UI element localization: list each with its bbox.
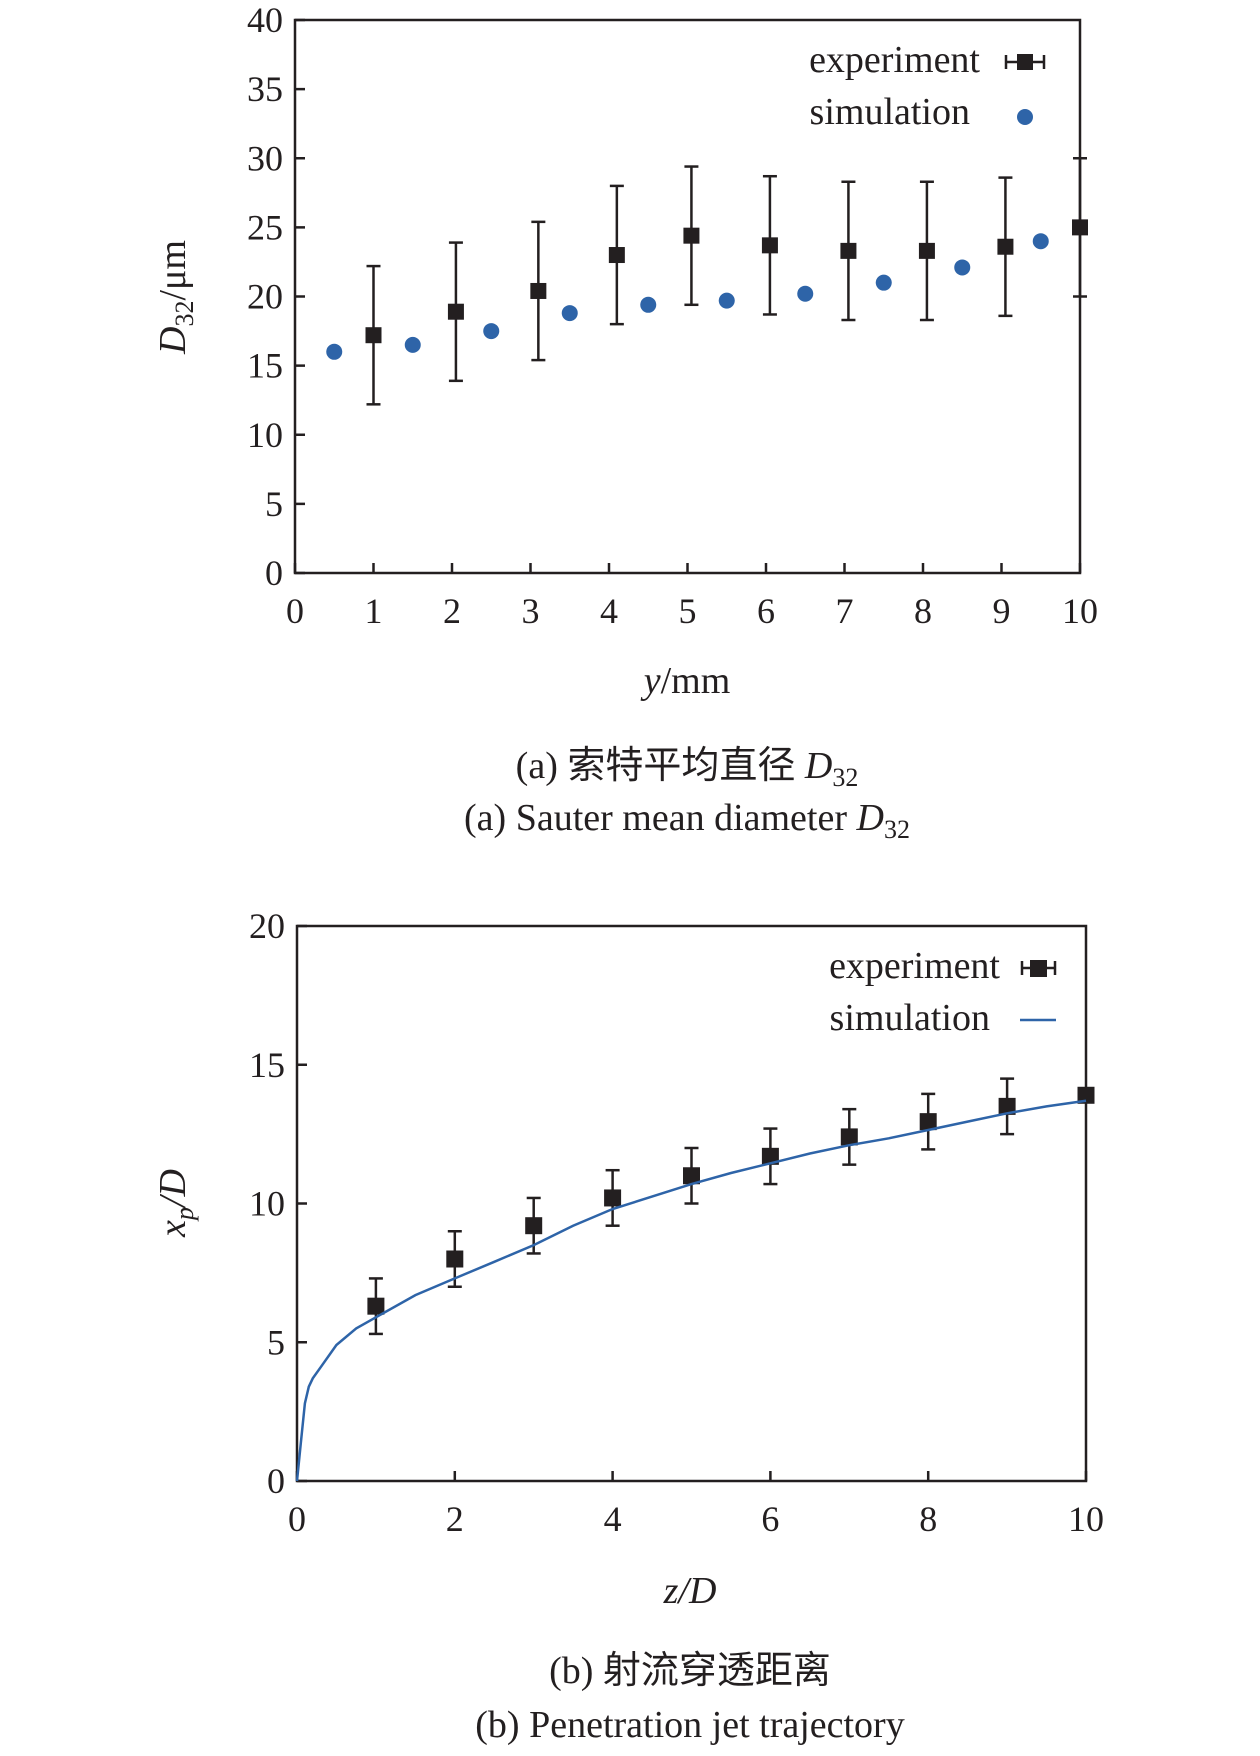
simulation-point <box>404 336 421 353</box>
data-marks-a <box>326 157 1088 406</box>
legend-a: experiment simulation <box>809 39 1046 133</box>
y-tick-label: 20 <box>247 277 283 317</box>
simulation-point <box>797 285 814 302</box>
x-axis-label-a: y/mm <box>640 660 731 702</box>
y-tick-label: 5 <box>267 1322 285 1362</box>
x-tick-label: 3 <box>522 591 540 631</box>
x-tick-label: 0 <box>286 591 304 631</box>
experiment-point <box>446 1250 464 1268</box>
experiment-point <box>998 1097 1016 1115</box>
simulation-line <box>295 1099 1087 1482</box>
experiment-point <box>919 1113 937 1131</box>
x-tick-label: 2 <box>443 591 461 631</box>
experiment-point <box>365 327 382 344</box>
x-tick-label: 6 <box>757 591 775 631</box>
x-tick-label: 10 <box>1062 591 1098 631</box>
legend-label-experiment: experiment <box>829 945 1000 987</box>
y-tick-label: 35 <box>247 69 283 109</box>
simulation-point <box>875 274 892 291</box>
y-axis-label-b: xp/D <box>152 1169 199 1238</box>
caption-a-en: (a) Sauter mean diameter D32 <box>464 797 910 844</box>
experiment-point <box>918 242 935 259</box>
x-tick-label: 1 <box>365 591 383 631</box>
panel-b: 0 5 10 15 20 0 2 4 6 8 10 experiment simulation x… <box>152 906 1104 1746</box>
y-tick-label: 40 <box>247 0 283 40</box>
experiment-point <box>447 303 464 320</box>
panel-a: 0 5 10 15 20 25 30 35 40 0 1 2 3 4 5 6 7 8 9 10 experiment… <box>152 0 1098 844</box>
experiment-point <box>525 1217 543 1235</box>
y-tick-label: 0 <box>265 553 283 593</box>
x-tick-label: 4 <box>604 1499 622 1539</box>
legend-marker-experiment <box>1017 54 1033 70</box>
y-tick-label: 20 <box>249 906 285 946</box>
legend-label-simulation: simulation <box>830 997 990 1039</box>
legend-b: experiment simulation <box>829 945 1057 1039</box>
experiment-point <box>840 1128 858 1146</box>
simulation-point <box>483 323 500 340</box>
x-tick-label: 0 <box>288 1499 306 1539</box>
experiment-point <box>683 227 700 244</box>
legend-label-simulation: simulation <box>810 91 970 133</box>
y-tick-label: 15 <box>247 346 283 386</box>
x-axis-label-b: z/D <box>663 1570 717 1612</box>
x-tick-label: 10 <box>1068 1499 1104 1539</box>
x-tick-label: 2 <box>446 1499 464 1539</box>
x-tick-label: 5 <box>679 591 697 631</box>
y-tick-label: 0 <box>267 1461 285 1501</box>
y-axis-a: 0 5 10 15 20 25 30 35 40 <box>247 0 305 593</box>
experiment-point <box>1072 219 1088 236</box>
y-tick-label: 30 <box>247 138 283 178</box>
experiment-point <box>840 242 857 259</box>
y-tick-label: 25 <box>247 207 283 247</box>
caption-a-cn: (a) 索特平均直径 D32 <box>516 745 859 792</box>
simulation-point <box>561 305 578 322</box>
experiment-point <box>761 237 778 254</box>
experiment-point <box>761 1147 779 1165</box>
caption-b-cn: (b) 射流穿透距离 <box>549 1650 831 1692</box>
simulation-point <box>1032 233 1049 250</box>
legend-marker-simulation <box>1017 109 1033 125</box>
x-axis-b: 0 2 4 6 8 10 <box>288 1471 1104 1539</box>
x-axis-a: 0 1 2 3 4 5 6 7 8 9 10 <box>286 563 1098 631</box>
x-tick-label: 9 <box>993 591 1011 631</box>
x-tick-label: 8 <box>914 591 932 631</box>
experiment-point <box>1077 1086 1095 1104</box>
experiment-point <box>604 1189 622 1207</box>
x-tick-label: 4 <box>600 591 618 631</box>
y-tick-label: 10 <box>249 1184 285 1224</box>
experiment-point <box>367 1297 385 1315</box>
experiment-point <box>608 247 625 264</box>
simulation-point <box>718 292 735 309</box>
experiment-point <box>530 282 547 299</box>
simulation-point <box>954 259 971 276</box>
legend-label-experiment: experiment <box>809 39 980 81</box>
data-marks-b <box>295 1077 1095 1482</box>
y-axis-b: 0 5 10 15 20 <box>249 906 307 1501</box>
experiment-point <box>997 238 1014 255</box>
legend-marker-experiment <box>1030 960 1047 977</box>
y-tick-label: 15 <box>249 1045 285 1085</box>
simulation-point <box>640 296 657 313</box>
x-tick-label: 8 <box>919 1499 937 1539</box>
y-tick-label: 10 <box>247 415 283 455</box>
y-axis-label-a: D32/μm <box>152 240 199 355</box>
experiment-point <box>683 1167 700 1185</box>
y-tick-label: 5 <box>265 484 283 524</box>
x-tick-label: 7 <box>836 591 854 631</box>
x-tick-label: 6 <box>761 1499 779 1539</box>
simulation-point <box>326 343 343 360</box>
caption-b-en: (b) Penetration jet trajectory <box>475 1704 904 1746</box>
